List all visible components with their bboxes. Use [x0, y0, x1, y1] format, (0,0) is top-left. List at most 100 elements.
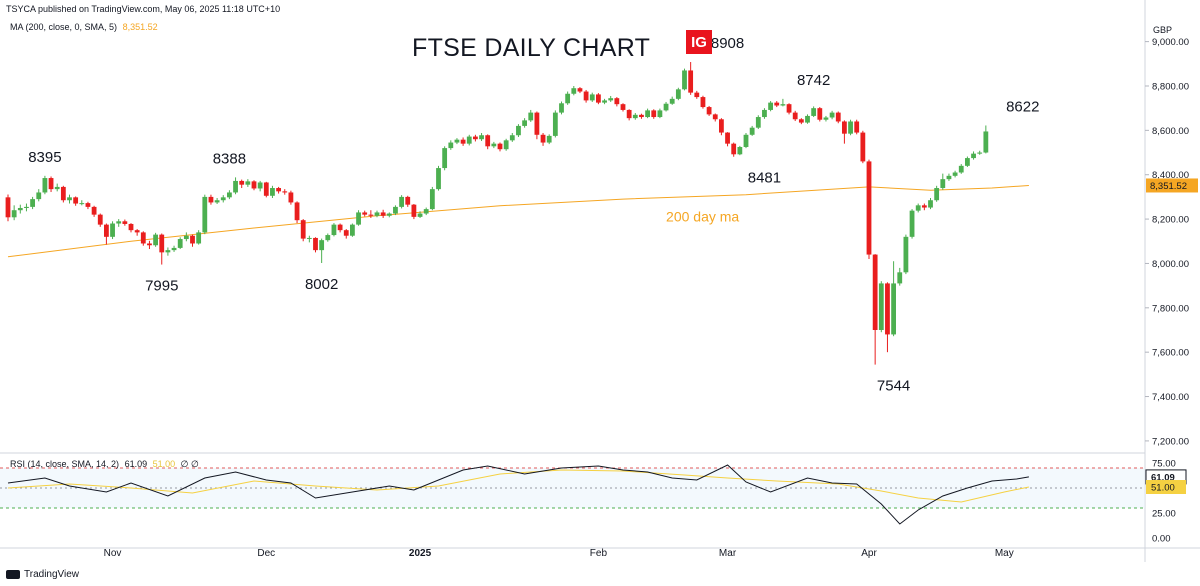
- candle-body: [350, 224, 355, 236]
- candle-body: [848, 121, 853, 134]
- candle-body: [399, 196, 404, 207]
- candle-body: [319, 240, 325, 251]
- candle-body: [97, 214, 103, 225]
- candle-body: [454, 139, 460, 143]
- candle-body: [331, 224, 337, 236]
- candle-body: [706, 107, 712, 115]
- rsi-legend-ma-value: 51.00: [152, 459, 176, 469]
- rsi-tick-label: 75.00: [1152, 459, 1176, 470]
- candle-body: [233, 180, 238, 193]
- candle-body: [737, 146, 743, 155]
- candle-body: [116, 221, 122, 224]
- candle-body: [67, 197, 72, 201]
- candle-body: [977, 152, 983, 154]
- candle-body: [386, 213, 392, 216]
- candle-body: [128, 223, 134, 231]
- time-axis-label: Mar: [719, 548, 737, 559]
- candle-body: [891, 283, 896, 335]
- candle-body: [829, 112, 835, 118]
- rsi-legend: RSI (14, close, SMA, 14, 2) 61.09 51.00 …: [10, 459, 199, 470]
- candle-body: [798, 119, 804, 123]
- candle-body: [602, 100, 607, 103]
- price-annotation: 8395: [28, 149, 61, 166]
- candle-body: [958, 165, 964, 173]
- candle-body: [429, 189, 435, 210]
- candle-body: [952, 172, 958, 176]
- candle-body: [356, 212, 361, 225]
- candle-body: [878, 283, 884, 330]
- ma-200-line: [7, 185, 1029, 258]
- currency-label: GBP: [1153, 25, 1173, 35]
- candle-body: [263, 182, 269, 196]
- candle-body: [479, 135, 484, 140]
- candle-body: [749, 127, 755, 135]
- candle-body: [983, 131, 989, 153]
- candle-body: [866, 161, 872, 255]
- candle-body: [780, 104, 786, 106]
- candle-body: [374, 212, 380, 216]
- candle-body: [915, 205, 921, 211]
- candle-body: [682, 70, 687, 90]
- candle-body: [946, 175, 952, 180]
- time-axis-label: 2025: [409, 548, 432, 559]
- candle-body: [485, 135, 491, 147]
- candle-body: [516, 125, 521, 136]
- candle-body: [774, 102, 780, 106]
- candle-body: [276, 188, 281, 192]
- price-annotation: 8622: [1006, 98, 1039, 115]
- candle-body: [380, 212, 386, 216]
- candle-body: [423, 209, 429, 214]
- candle-body: [177, 239, 183, 248]
- candle-body: [645, 110, 650, 118]
- price-annotation: 7544: [877, 378, 910, 395]
- candle-body: [257, 182, 263, 189]
- time-axis-label: Apr: [861, 548, 877, 559]
- candle-body: [153, 234, 158, 246]
- current-price-label: 8,351.52: [1150, 181, 1187, 192]
- candle-body: [245, 181, 251, 185]
- candle-body: [313, 237, 318, 251]
- rsi-tick-label: 25.00: [1152, 509, 1176, 520]
- candle-body: [227, 192, 232, 198]
- candle-body: [663, 103, 669, 111]
- candle-body: [183, 235, 189, 240]
- published-note: TSYCA published on TradingView.com, May …: [6, 4, 281, 14]
- rsi-ma-tag: [1146, 480, 1186, 494]
- candle-body: [196, 232, 202, 244]
- candle-body: [632, 114, 638, 119]
- candle-body: [639, 114, 644, 118]
- rsi-line: [7, 464, 1029, 525]
- price-annotation: 8388: [213, 150, 246, 167]
- candle-body: [140, 232, 146, 244]
- candle-body: [171, 247, 177, 251]
- candle-body: [306, 237, 312, 239]
- candle-body: [294, 202, 300, 221]
- price-annotation: 8908: [711, 35, 744, 52]
- candle-body: [503, 140, 509, 150]
- candle-body: [614, 98, 620, 105]
- candle-body: [571, 88, 577, 94]
- candle-body: [552, 112, 558, 136]
- candle-body: [202, 196, 208, 233]
- current-price-tag: [1146, 178, 1198, 193]
- candle-body: [755, 117, 761, 128]
- candle-body: [270, 188, 275, 196]
- rsi-legend-label: RSI (14, close, SMA, 14, 2): [10, 459, 120, 469]
- candle-body: [522, 120, 527, 126]
- price-tick-label: 8,800.00: [1152, 81, 1189, 92]
- candle-body: [251, 181, 257, 189]
- candle-body: [719, 119, 724, 133]
- candle-body: [669, 98, 675, 104]
- tradingview-footer[interactable]: TradingView: [6, 569, 79, 580]
- candle-body: [288, 192, 294, 203]
- candle-body: [159, 234, 165, 253]
- price-tick-label: 7,600.00: [1152, 348, 1189, 359]
- candle-body: [860, 132, 866, 162]
- candle-body: [85, 203, 91, 207]
- candle-body: [11, 210, 17, 218]
- candle-body: [239, 180, 245, 185]
- rsi-ma-label: 51.00: [1151, 483, 1175, 494]
- price-tick-label: 7,200.00: [1152, 436, 1189, 447]
- candle-body: [282, 191, 288, 193]
- candles-group: [5, 62, 989, 365]
